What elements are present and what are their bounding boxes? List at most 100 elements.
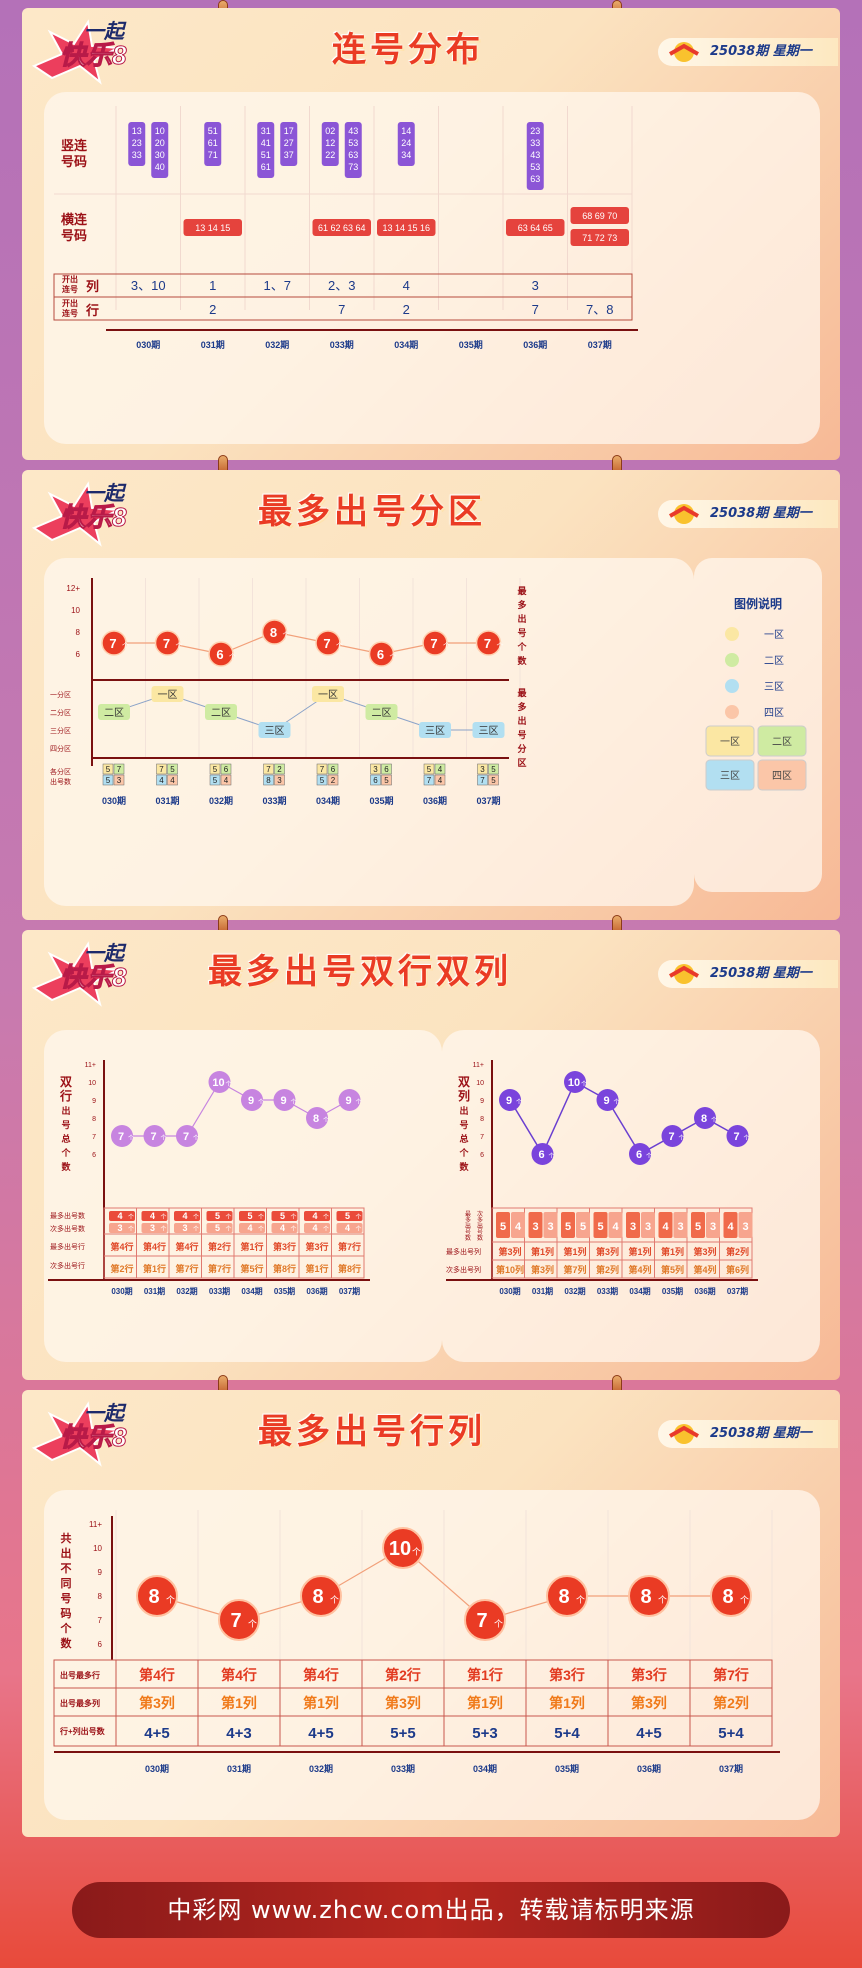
count-value: 8	[270, 625, 277, 640]
badge-icon	[669, 504, 699, 524]
zone-label: 二区	[372, 707, 392, 719]
vertical-number: 33	[530, 138, 540, 148]
vertical-number: 12	[325, 138, 335, 148]
y-tick-label: 7	[98, 1616, 103, 1625]
zone-count: 3	[480, 765, 485, 774]
vertical-consecutive-box	[397, 122, 415, 166]
legend-box	[705, 725, 755, 757]
second-count: 3	[742, 1221, 748, 1233]
top-count-box	[304, 1211, 330, 1221]
vertical-number: 24	[401, 138, 411, 148]
second-col: 第5列	[661, 1264, 684, 1275]
series-value: 8	[148, 1586, 159, 1608]
legend-label: 一区	[764, 629, 784, 641]
zone-count-cell	[381, 763, 392, 775]
cols-row-label: 次多出号列	[446, 1265, 481, 1274]
y-axis-label: 行	[59, 1088, 72, 1103]
vertical-number: 13	[132, 126, 142, 136]
zone-box	[419, 722, 451, 738]
row-label: 行	[85, 303, 99, 318]
count-row-label: 号	[477, 1229, 483, 1236]
table-row-label: 出号最多行	[60, 1670, 100, 1680]
zone-card: 12+ 10 8 6 一分区 二分区 三分区 四分区最多出号个数最多出号分区 7 个 7 个 6 个 8 个 7…	[44, 558, 694, 906]
most-col: 第1列	[467, 1695, 503, 1711]
horizontal-number: 61 62 63 64	[318, 223, 366, 233]
zone-tick-label: 三分区	[50, 726, 71, 735]
most-col: 第1列	[628, 1246, 651, 1257]
series-value: 7	[183, 1131, 189, 1143]
second-col: 第2列	[596, 1264, 619, 1275]
most-col: 第1列	[303, 1695, 339, 1711]
series-bubble	[661, 1125, 684, 1147]
period-label: 036期	[523, 339, 547, 350]
second-count: 4	[280, 1223, 285, 1233]
zone-count-cell	[370, 763, 381, 775]
series-unit: 个	[740, 1595, 749, 1605]
second-count: 5	[580, 1221, 586, 1233]
legend-box	[757, 759, 807, 791]
zone-tick-label: 四分区	[50, 744, 71, 753]
logo: 一起 快乐8	[31, 481, 128, 547]
count-bubble	[422, 630, 448, 656]
second-col: 第4列	[693, 1264, 716, 1275]
series-value: 7	[118, 1131, 124, 1143]
zone-count-cell	[209, 763, 221, 775]
zone-count-cell	[156, 763, 167, 775]
count-unit: 个	[226, 1214, 232, 1221]
section-consecutive: 一起 快乐8 连号分布 25038期 星期一 竖连 号码 横连 号码 开出 连号列开出 连号…	[22, 8, 840, 460]
period-label: 032期	[564, 1286, 585, 1296]
series-bubble	[596, 1089, 619, 1111]
second-count-box	[511, 1212, 525, 1238]
zone-count: 7	[320, 765, 325, 774]
y-axis-label: 总	[459, 1133, 468, 1144]
zone-count-cell	[274, 763, 285, 775]
period-label: 030期	[111, 1286, 132, 1296]
series-value: 7	[230, 1610, 241, 1632]
second-row: 第5行	[240, 1263, 263, 1274]
zone-tick-label: 二分区	[50, 708, 71, 717]
zone-count-cell	[477, 774, 488, 786]
zone-count: 7	[480, 776, 485, 785]
period-label: 034期	[629, 1286, 650, 1296]
period-label: 031期	[532, 1286, 553, 1296]
count-row-label: 出号数	[50, 777, 71, 786]
issue-label: 25038期 星期一	[658, 960, 838, 988]
zone-count-cell	[488, 774, 499, 786]
zone-count-cell	[327, 763, 339, 775]
zone-count: 6	[384, 765, 389, 774]
zone-count: 5	[213, 765, 218, 774]
row-label: 列	[86, 279, 99, 294]
period-label: 036期	[694, 1286, 715, 1296]
y-tick-label: 8	[480, 1116, 484, 1123]
series-unit: 个	[323, 1117, 329, 1124]
row-col-sum: 4+5	[308, 1725, 333, 1742]
second-count: 3	[547, 1221, 553, 1233]
y-tick-label: 11+	[89, 1520, 102, 1529]
second-count: 4	[312, 1223, 317, 1233]
badge-icon	[669, 1424, 699, 1444]
footer-banner: 中彩网 www.zhcw.com出品，转载请标明来源	[72, 1882, 790, 1938]
row-count: 7	[532, 302, 539, 317]
count-row-label: 号	[465, 1229, 471, 1236]
y-tick-label: 6	[92, 1152, 96, 1159]
zone-count-cell	[434, 774, 446, 786]
second-count: 3	[677, 1221, 683, 1233]
zone-count: 4	[438, 765, 443, 774]
top-count: 4	[312, 1211, 317, 1221]
series-unit: 个	[248, 1619, 257, 1629]
series-bubble	[694, 1107, 716, 1129]
horizontal-consecutive-box	[312, 219, 371, 236]
y-axis-label: 出	[61, 1546, 72, 1560]
top-count-box	[691, 1212, 705, 1238]
count-unit: 个	[258, 1226, 264, 1233]
section-title: 最多出号行列	[258, 1412, 486, 1452]
vertical-consecutive-box	[280, 122, 298, 166]
count-value: 7	[430, 636, 437, 651]
series-bubble	[546, 1575, 588, 1617]
series-unit: 个	[193, 1135, 199, 1142]
series-unit: 个	[330, 1595, 339, 1605]
most-row: 第7行	[713, 1667, 749, 1683]
legend-box-label: 四区	[772, 770, 792, 782]
row-count: 2	[403, 302, 410, 317]
